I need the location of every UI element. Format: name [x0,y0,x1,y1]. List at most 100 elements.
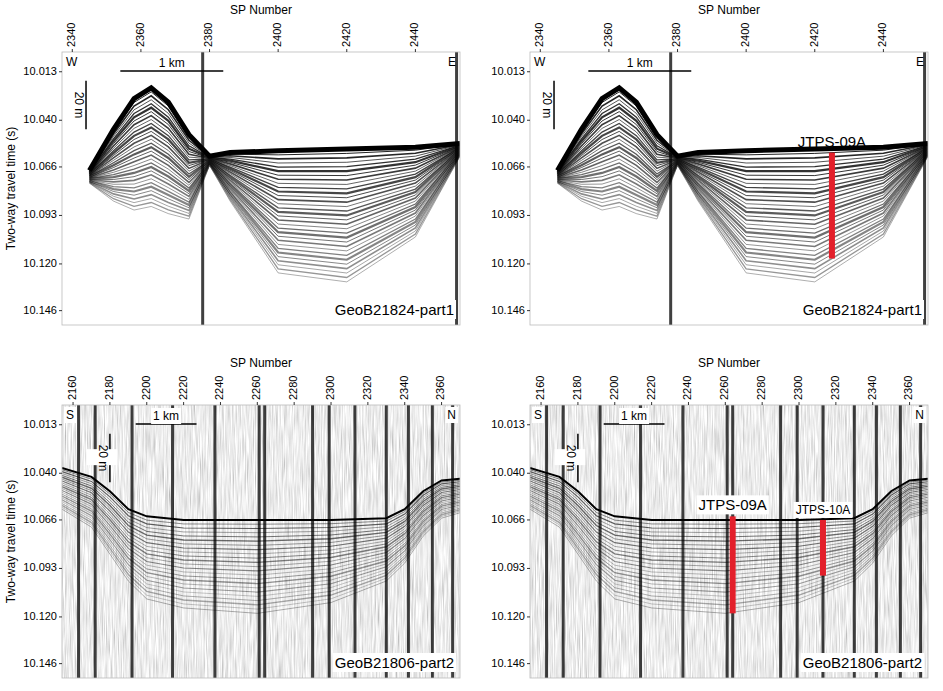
x-tick-label: 2440 [876,23,888,47]
dark-trace [451,405,454,678]
label-patch [333,300,456,319]
y-tick-label: 10.066 [23,513,57,525]
dark-trace [779,405,782,678]
y-tick-label: 10.146 [491,304,525,316]
label-group: JTPS-09A [697,495,769,514]
reflector [62,487,460,563]
label-group: JTPS-09A [798,133,866,150]
label-group: 20 m [87,445,118,472]
dark-trace [853,405,856,678]
x-tick-label: 2340 [866,376,878,400]
x-tick [209,49,210,52]
x-tick [404,402,405,405]
x-tick [762,402,763,405]
label-group: S [64,407,76,423]
y-tick-label: 10.093 [491,561,525,573]
y-tick [527,616,530,617]
y-tick [527,568,530,569]
y-tick-label: 10.146 [23,304,57,316]
x-tick [294,402,295,405]
scale-bar-x [588,70,691,72]
y-tick [527,263,530,264]
label-group: S [532,407,544,423]
seafloor [557,88,928,171]
core [730,516,736,613]
reflector [530,504,928,601]
seafloor [89,88,460,171]
dark-trace [875,405,878,678]
dark-trace [726,405,729,678]
x-tick-label: 2360 [134,23,146,47]
reflector [89,96,460,172]
y-tick [59,473,62,474]
label-group: 20 m [540,92,554,119]
x-tick [257,402,258,405]
scale-label: 20 m [72,92,86,119]
label-group: GeoB21806-part2 [333,653,456,672]
x-tick [367,402,368,405]
x-tick [540,49,541,52]
reflector [89,156,460,278]
panel: 1 km20 mSNGeoB21806-part2216021802200222… [4,356,460,678]
reflector [557,151,928,229]
reflector [557,153,928,251]
y-tick [527,519,530,520]
reflector [557,155,928,273]
x-tick-label: 2340 [65,23,77,47]
label-group: GeoB21824-part1 [801,300,924,319]
x-tick-label: 2240 [681,376,693,400]
frame [530,405,928,678]
y-tick-label: 10.120 [491,610,525,622]
direction: E [916,55,924,69]
label-group: W [66,55,78,69]
x-tick-label: 2380 [670,23,682,47]
x-tick-label: 2200 [140,376,152,400]
x-tick [220,402,221,405]
x-tick-label: 2440 [408,23,420,47]
x-tick [331,402,332,405]
reflector [530,502,928,597]
x-tick-label: 2400 [739,23,751,47]
y-tick [59,166,62,167]
dark-trace [311,405,314,678]
scale-label: 20 m [540,92,554,119]
reflector [62,496,460,584]
reflector [530,494,928,579]
dark-trace [385,405,388,678]
dark-trace [796,405,799,678]
reflector [62,507,460,609]
x-tick-label: 2240 [213,376,225,400]
reflector-base [62,509,460,613]
dark-trace [201,52,204,325]
reflector [530,487,928,563]
y-tick-label: 10.120 [23,610,57,622]
panel-title: GeoB21824-part1 [335,301,454,318]
y-tick-label: 10.066 [23,160,57,172]
x-tick-label: 2400 [271,23,283,47]
label-group: 1 km [619,408,649,424]
label-group: 1 km [627,56,653,70]
reflector [62,500,460,592]
y-tick-label: 10.146 [491,657,525,669]
y-tick [527,215,530,216]
frame [62,52,460,325]
y-tick [527,310,530,311]
x-tick [415,49,416,52]
x-tick-label: 2360 [902,376,914,400]
y-tick-label: 10.066 [491,513,525,525]
x-tick-label: 2320 [361,376,373,400]
y-tick-label: 10.146 [23,657,57,669]
y-tick [527,473,530,474]
reflector [557,108,928,173]
y-axis-title: Two-way travel time (s) [4,127,18,250]
core-label: JTPS-09A [798,133,866,150]
dark-trace [923,52,926,325]
x-tick [608,49,609,52]
label-group: W [534,55,546,69]
label-group: 1 km [151,408,181,424]
scale-bar-x [120,70,223,72]
dark-trace [599,405,602,678]
dark-trace [77,405,80,678]
noise-ground [530,405,928,678]
label-group: 20 m [72,92,86,119]
